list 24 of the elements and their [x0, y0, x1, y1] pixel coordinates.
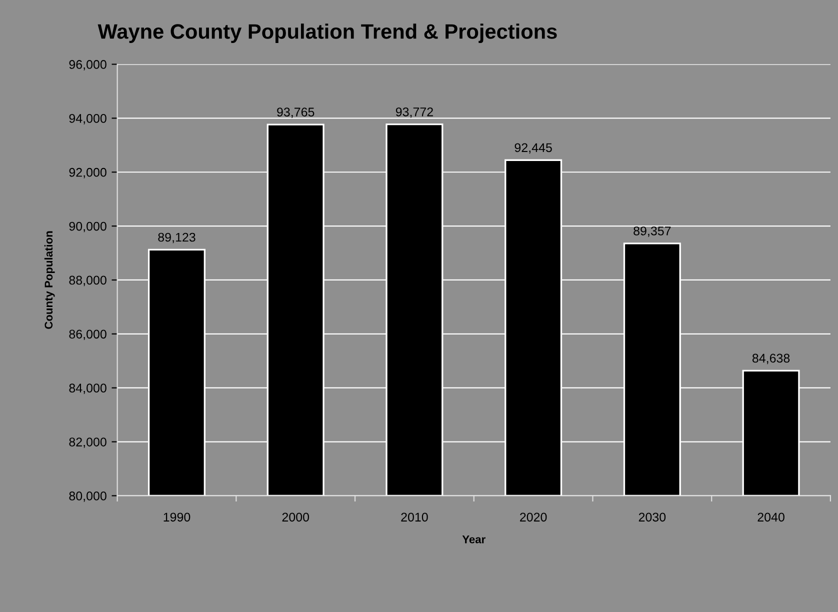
chart-title: Wayne County Population Trend & Projections [98, 24, 557, 43]
x-axis-title: Year [462, 536, 486, 544]
y-tick-label: 84,000 [69, 384, 106, 394]
data-label: 89,123 [158, 232, 196, 244]
x-tick-label: 2010 [401, 512, 428, 522]
y-tick-label: 80,000 [69, 492, 106, 502]
y-tick-label: 96,000 [69, 60, 106, 70]
x-tick-label: 2000 [282, 512, 310, 522]
data-label: 93,772 [396, 107, 433, 118]
x-tick-label: 2030 [638, 512, 666, 522]
data-label: 89,357 [634, 226, 671, 237]
x-tick-label: 2020 [520, 512, 547, 522]
x-tick-label: 1990 [164, 512, 190, 522]
y-tick-label: 88,000 [69, 276, 106, 286]
data-label: 92,445 [514, 143, 552, 154]
data-label: 84,638 [752, 354, 790, 364]
x-tick-label: 2040 [758, 512, 784, 522]
y-tick-label: 94,000 [69, 114, 106, 124]
y-axis-title: County Population [44, 231, 55, 329]
y-tick-label: 90,000 [69, 222, 106, 232]
y-tick-label: 92,000 [69, 168, 106, 178]
y-tick-label: 86,000 [69, 330, 106, 340]
data-label: 93,765 [277, 108, 314, 118]
y-tick-label: 82,000 [69, 438, 106, 448]
